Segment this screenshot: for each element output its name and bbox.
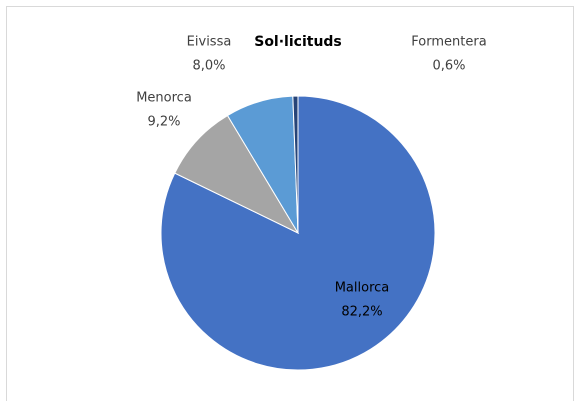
slice-label: Eivissa [187,35,232,50]
slice-label: Formentera [411,35,486,50]
slice-label: Mallorca [335,281,390,296]
pie-slice [292,95,299,234]
chart-title: Sol·licituds [254,34,342,50]
slice-label: Menorca [136,91,192,106]
slice-value-label: 82,2% [341,305,382,320]
slice-value-label: 0,6% [432,59,465,74]
slice-value-label: 8,0% [192,59,225,74]
slice-value-label: 9,2% [147,115,180,130]
pie-slice [174,114,300,235]
